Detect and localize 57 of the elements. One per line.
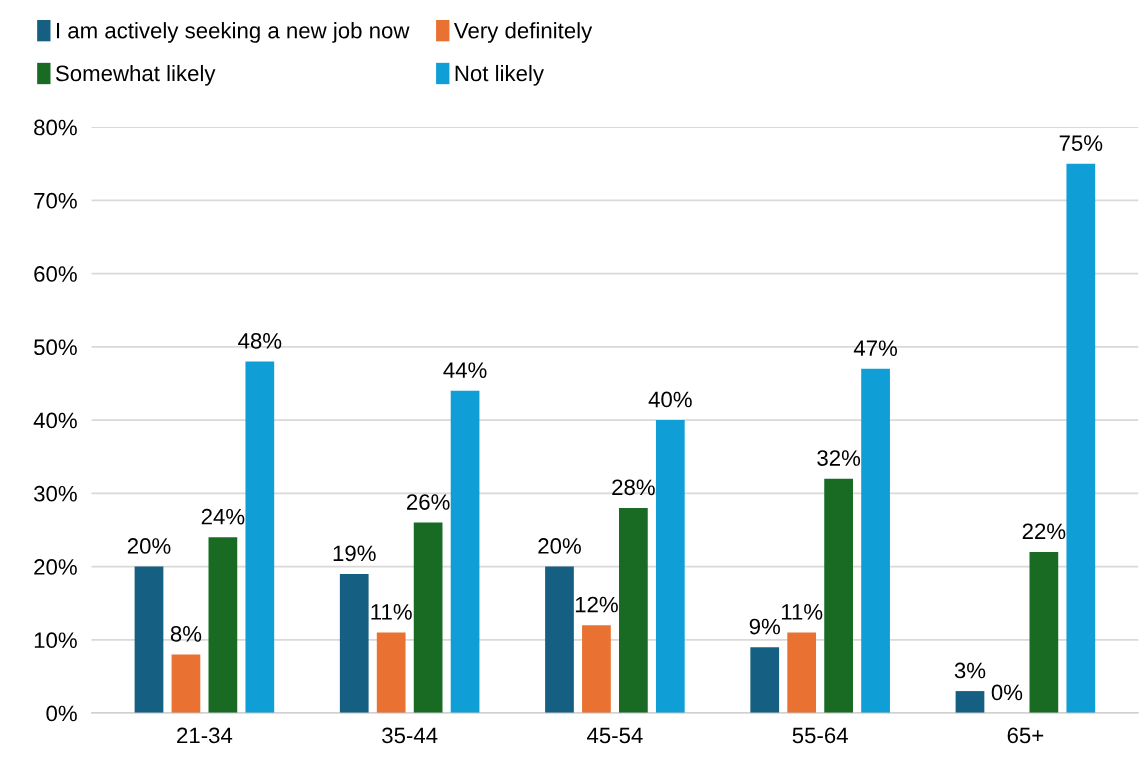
bar: [787, 632, 817, 714]
data-label: 8%: [170, 626, 202, 642]
bar: [1029, 551, 1059, 714]
bar: [1066, 163, 1096, 714]
y-tick-label: 50%: [34, 339, 77, 356]
bar: [171, 654, 201, 714]
y-tick-label: 80%: [34, 119, 77, 136]
x-tick-label: 45-54: [587, 727, 643, 744]
data-label: 20%: [538, 538, 581, 554]
y-tick-label: 70%: [34, 192, 77, 209]
data-label: 11%: [371, 604, 412, 620]
bar: [413, 522, 443, 714]
data-label: 0%: [991, 684, 1023, 701]
x-tick-label: 21-34: [177, 727, 233, 744]
y-tick-label: 30%: [34, 485, 77, 502]
data-label: 26%: [407, 494, 450, 510]
data-label: 32%: [817, 450, 861, 466]
bar: [339, 573, 369, 714]
data-label: 11%: [781, 604, 823, 620]
data-label: 12%: [575, 596, 618, 613]
bar: [208, 537, 238, 714]
data-label: 28%: [612, 479, 655, 496]
data-label: 24%: [201, 508, 245, 525]
x-tick-label: 55-64: [792, 727, 848, 744]
legend-label: Somewhat likely: [55, 64, 216, 86]
data-label: 22%: [1022, 523, 1066, 540]
legend-label: Very definitely: [453, 22, 593, 43]
data-label: 40%: [648, 391, 692, 408]
bar: [134, 566, 164, 714]
data-label: 75%: [1059, 135, 1103, 151]
data-label: 48%: [238, 333, 282, 349]
bar: [955, 691, 985, 714]
y-tick-label: 40%: [33, 412, 77, 429]
bar: [750, 647, 780, 714]
legend-label: Not likely: [455, 64, 544, 86]
bar: [376, 632, 406, 714]
bar: [245, 361, 275, 714]
bar: [861, 368, 890, 714]
bar: [655, 420, 685, 714]
y-tick-label: 60%: [34, 266, 77, 282]
bar: [824, 478, 853, 714]
x-tick-label: 35-44: [382, 727, 438, 744]
data-label: 19%: [333, 545, 376, 562]
data-label: 44%: [443, 362, 487, 378]
data-label: 9%: [749, 618, 780, 635]
bar: [450, 390, 480, 714]
data-label: 20%: [127, 538, 171, 554]
x-tick-label: 65+: [1007, 727, 1044, 744]
data-label: 47%: [853, 340, 898, 356]
y-tick-label: 10%: [34, 632, 77, 649]
data-label: 3%: [954, 662, 986, 679]
y-tick-label: 0%: [46, 705, 77, 722]
bar: [545, 566, 574, 714]
bar: [582, 625, 611, 714]
legend-label: I am actively seeking a new job now: [56, 22, 410, 43]
bar: [619, 507, 648, 714]
y-tick-label: 20%: [34, 559, 77, 575]
